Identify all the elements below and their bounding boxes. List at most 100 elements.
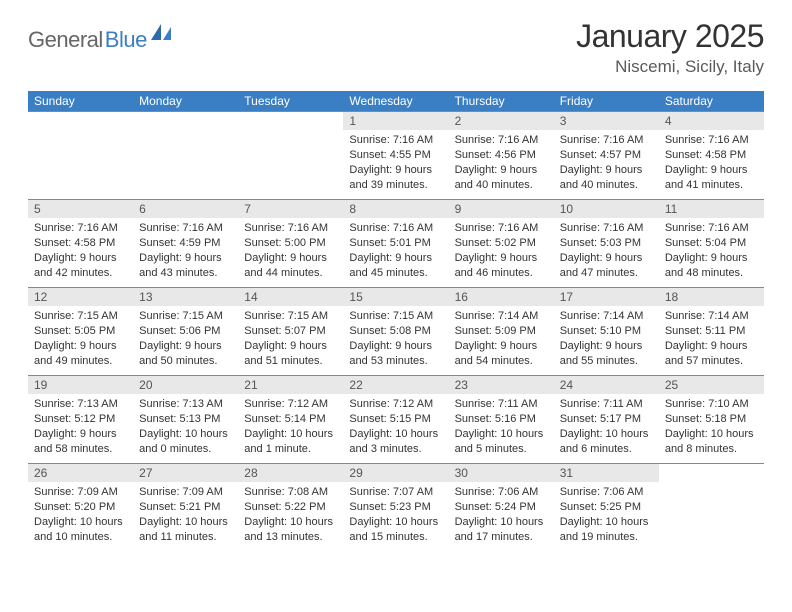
daylight-line: Daylight: 9 hours and 47 minutes. [560, 251, 653, 281]
weekday-header: Tuesday [238, 91, 343, 112]
sunrise-line: Sunrise: 7:09 AM [139, 485, 232, 500]
day-cell: 30Sunrise: 7:06 AMSunset: 5:24 PMDayligh… [449, 464, 554, 552]
day-number: 8 [343, 200, 448, 218]
daylight-line: Daylight: 9 hours and 41 minutes. [665, 163, 758, 193]
daylight-line: Daylight: 10 hours and 10 minutes. [34, 515, 127, 545]
sunset-line: Sunset: 4:56 PM [455, 148, 548, 163]
day-info: Sunrise: 7:16 AMSunset: 5:03 PMDaylight:… [554, 218, 659, 282]
day-number: 20 [133, 376, 238, 394]
sunrise-line: Sunrise: 7:06 AM [455, 485, 548, 500]
sunset-line: Sunset: 5:00 PM [244, 236, 337, 251]
sunset-line: Sunset: 5:10 PM [560, 324, 653, 339]
day-number: 14 [238, 288, 343, 306]
daylight-line: Daylight: 9 hours and 44 minutes. [244, 251, 337, 281]
sunrise-line: Sunrise: 7:16 AM [665, 133, 758, 148]
sunrise-line: Sunrise: 7:16 AM [455, 133, 548, 148]
day-number: 16 [449, 288, 554, 306]
weekday-header: Thursday [449, 91, 554, 112]
day-info: Sunrise: 7:16 AMSunset: 5:00 PMDaylight:… [238, 218, 343, 282]
sunset-line: Sunset: 5:18 PM [665, 412, 758, 427]
day-number: 2 [449, 112, 554, 130]
daylight-line: Daylight: 10 hours and 3 minutes. [349, 427, 442, 457]
sunrise-line: Sunrise: 7:13 AM [139, 397, 232, 412]
sunset-line: Sunset: 4:58 PM [665, 148, 758, 163]
day-info: Sunrise: 7:16 AMSunset: 4:58 PMDaylight:… [28, 218, 133, 282]
day-number: 21 [238, 376, 343, 394]
sunset-line: Sunset: 5:17 PM [560, 412, 653, 427]
day-number: 27 [133, 464, 238, 482]
sunrise-line: Sunrise: 7:16 AM [34, 221, 127, 236]
day-info: Sunrise: 7:16 AMSunset: 4:56 PMDaylight:… [449, 130, 554, 194]
daylight-line: Daylight: 9 hours and 57 minutes. [665, 339, 758, 369]
day-number: 6 [133, 200, 238, 218]
day-cell: 28Sunrise: 7:08 AMSunset: 5:22 PMDayligh… [238, 464, 343, 552]
empty-day-cell [238, 112, 343, 200]
day-info: Sunrise: 7:15 AMSunset: 5:05 PMDaylight:… [28, 306, 133, 370]
week-row: 26Sunrise: 7:09 AMSunset: 5:20 PMDayligh… [28, 464, 764, 552]
day-number: 18 [659, 288, 764, 306]
day-number: 26 [28, 464, 133, 482]
day-info: Sunrise: 7:16 AMSunset: 5:02 PMDaylight:… [449, 218, 554, 282]
daylight-line: Daylight: 10 hours and 19 minutes. [560, 515, 653, 545]
day-cell: 19Sunrise: 7:13 AMSunset: 5:12 PMDayligh… [28, 376, 133, 464]
daylight-line: Daylight: 9 hours and 49 minutes. [34, 339, 127, 369]
sunrise-line: Sunrise: 7:11 AM [455, 397, 548, 412]
daylight-line: Daylight: 10 hours and 11 minutes. [139, 515, 232, 545]
sunrise-line: Sunrise: 7:16 AM [244, 221, 337, 236]
daylight-line: Daylight: 10 hours and 1 minute. [244, 427, 337, 457]
daylight-line: Daylight: 9 hours and 42 minutes. [34, 251, 127, 281]
day-info: Sunrise: 7:14 AMSunset: 5:11 PMDaylight:… [659, 306, 764, 370]
day-cell: 13Sunrise: 7:15 AMSunset: 5:06 PMDayligh… [133, 288, 238, 376]
week-row: 19Sunrise: 7:13 AMSunset: 5:12 PMDayligh… [28, 376, 764, 464]
day-number: 31 [554, 464, 659, 482]
day-info: Sunrise: 7:14 AMSunset: 5:10 PMDaylight:… [554, 306, 659, 370]
week-row: 1 Sunrise: 7:16 AM Sunset: 4:55 PM Daylight… [28, 112, 764, 200]
day-number: 30 [449, 464, 554, 482]
daylight-line: Daylight: 9 hours and 45 minutes. [349, 251, 442, 281]
page-header: GeneralBlue January 2025 Niscemi, Sicily… [28, 18, 764, 77]
sail-icon [151, 24, 173, 47]
sunset-line: Sunset: 5:09 PM [455, 324, 548, 339]
sunset-line: Sunset: 5:11 PM [665, 324, 758, 339]
sunrise-line: Sunrise: 7:13 AM [34, 397, 127, 412]
sunrise-line: Sunrise: 7:11 AM [560, 397, 653, 412]
week-row: 5Sunrise: 7:16 AMSunset: 4:58 PMDaylight… [28, 200, 764, 288]
day-number: 10 [554, 200, 659, 218]
daylight-line: Daylight: 9 hours and 48 minutes. [665, 251, 758, 281]
day-cell: 6Sunrise: 7:16 AMSunset: 4:59 PMDaylight… [133, 200, 238, 288]
daylight-line: Daylight: 9 hours and 40 minutes. [560, 163, 653, 193]
day-cell: 24Sunrise: 7:11 AMSunset: 5:17 PMDayligh… [554, 376, 659, 464]
sunset-line: Sunset: 5:15 PM [349, 412, 442, 427]
daylight-line: Daylight: 9 hours and 53 minutes. [349, 339, 442, 369]
sunset-line: Sunset: 5:20 PM [34, 500, 127, 515]
sunrise-line: Sunrise: 7:12 AM [349, 397, 442, 412]
day-number: 29 [343, 464, 448, 482]
day-info: Sunrise: 7:16 AMSunset: 4:59 PMDaylight:… [133, 218, 238, 282]
day-number: 1 [343, 112, 448, 130]
sunrise-line: Sunrise: 7:15 AM [349, 309, 442, 324]
day-cell: 29Sunrise: 7:07 AMSunset: 5:23 PMDayligh… [343, 464, 448, 552]
weekday-header: Friday [554, 91, 659, 112]
sunset-line: Sunset: 5:23 PM [349, 500, 442, 515]
day-cell: 14Sunrise: 7:15 AMSunset: 5:07 PMDayligh… [238, 288, 343, 376]
sunset-line: Sunset: 5:01 PM [349, 236, 442, 251]
day-info: Sunrise: 7:14 AMSunset: 5:09 PMDaylight:… [449, 306, 554, 370]
day-info: Sunrise: 7:15 AMSunset: 5:07 PMDaylight:… [238, 306, 343, 370]
sunrise-line: Sunrise: 7:09 AM [34, 485, 127, 500]
sunset-line: Sunset: 5:24 PM [455, 500, 548, 515]
day-cell: 31Sunrise: 7:06 AMSunset: 5:25 PMDayligh… [554, 464, 659, 552]
sunset-line: Sunset: 5:21 PM [139, 500, 232, 515]
sunrise-line: Sunrise: 7:14 AM [560, 309, 653, 324]
day-info: Sunrise: 7:16 AMSunset: 5:01 PMDaylight:… [343, 218, 448, 282]
day-number: 4 [659, 112, 764, 130]
sunset-line: Sunset: 4:55 PM [349, 148, 442, 163]
day-cell: 1Sunrise: 7:16 AMSunset: 4:55 PMDaylight… [343, 112, 448, 200]
day-info: Sunrise: 7:12 AMSunset: 5:15 PMDaylight:… [343, 394, 448, 458]
day-number: 23 [449, 376, 554, 394]
sunrise-line: Sunrise: 7:15 AM [139, 309, 232, 324]
daylight-line: Daylight: 9 hours and 46 minutes. [455, 251, 548, 281]
day-cell: 16Sunrise: 7:14 AMSunset: 5:09 PMDayligh… [449, 288, 554, 376]
day-cell: 17Sunrise: 7:14 AMSunset: 5:10 PMDayligh… [554, 288, 659, 376]
sunset-line: Sunset: 5:16 PM [455, 412, 548, 427]
day-cell: 9Sunrise: 7:16 AMSunset: 5:02 PMDaylight… [449, 200, 554, 288]
